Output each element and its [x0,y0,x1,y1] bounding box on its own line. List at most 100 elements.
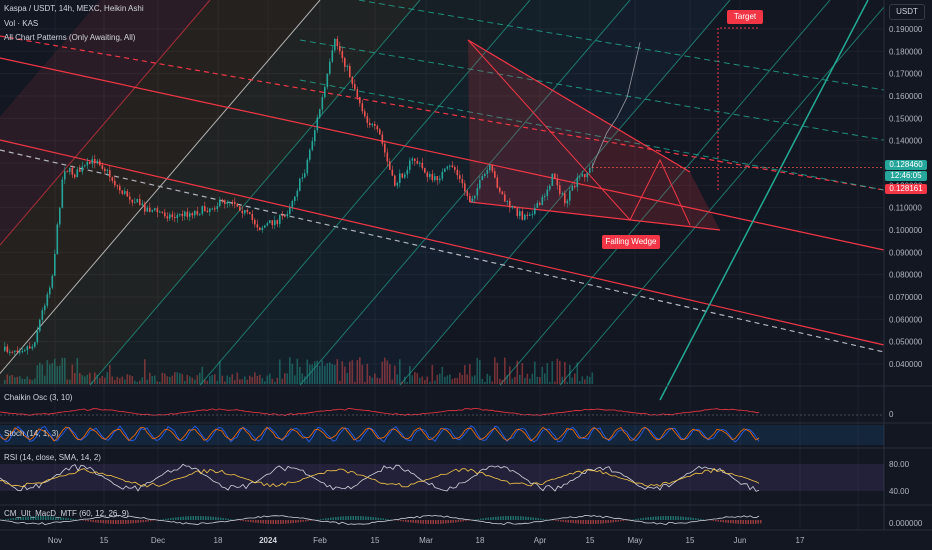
macd-histogram-bar [280,520,282,524]
candle-body [216,206,219,210]
macd-histogram-bar [585,520,587,524]
volume-bar [4,379,6,384]
macd-histogram-bar [490,517,492,520]
volume-bar [51,363,54,384]
currency-unit-button[interactable]: USDT [889,4,925,20]
volume-bar [86,374,89,384]
candle-body [31,346,34,349]
macd-histogram-bar [212,516,214,520]
macd-histogram-bar [467,520,469,521]
candle-body [526,214,529,216]
candle-body [341,51,344,59]
stoch-legend: Stoch (14, 1, 3) [4,429,59,438]
macd-histogram-bar [450,520,452,524]
fib-band [200,0,630,385]
volume-bar [261,378,264,384]
candle-body [524,214,526,220]
candle-body [364,111,366,117]
macd-histogram-bar [660,516,662,520]
macd-histogram-bar [567,520,569,523]
macd-histogram-bar [427,520,429,524]
macd-histogram-bar [507,516,509,520]
macd-histogram-bar [480,518,482,520]
macd-histogram-bar [47,516,49,520]
candle-body [34,342,36,347]
macd-histogram-bar [60,517,62,520]
volume-bar [499,378,501,384]
macd-histogram-bar [592,520,594,524]
macd-histogram-bar [247,520,249,522]
volume-bar [31,380,34,384]
volume-bar [89,372,91,384]
volume-bar [321,360,324,384]
candle-body [406,169,409,175]
fib-diagonal-line [199,0,531,386]
indicator-tick-label: 80.00 [889,460,910,469]
volume-bar [126,374,129,384]
candle-body [316,117,319,131]
macd-histogram-bar [127,520,129,524]
macd-histogram-bar [140,520,142,523]
macd-histogram-bar [70,518,72,520]
macd-histogram-bar [615,520,617,523]
candle-body [344,58,346,67]
volume-bar [281,378,284,384]
volume-bar [451,379,454,384]
macd-histogram-bar [305,520,307,522]
macd-histogram-bar [515,516,517,520]
macd-histogram-bar [682,516,684,520]
macd-histogram-bar [512,516,514,520]
candle-body [491,165,494,172]
macd-histogram-bar [385,518,387,520]
macd-histogram-bar [402,520,404,522]
macd-histogram-bar [72,519,74,520]
macd-histogram-bar [222,517,224,520]
macd-histogram-bar [270,520,272,524]
macd-histogram-bar [225,518,227,520]
macd-histogram-bar [192,516,194,520]
candle-body [41,310,44,320]
candle-body [426,172,429,177]
candle-body [359,97,361,104]
macd-histogram-bar [82,520,84,521]
macd-histogram-bar [527,516,529,520]
candle-body [319,109,321,118]
macd-histogram-bar [430,520,432,524]
macd-histogram-bar [502,516,504,520]
price-tick-label: 0.150000 [889,114,923,123]
candle-body [531,213,534,215]
volume-bar [331,363,334,384]
macd-histogram-bar [255,520,257,523]
candle-body [306,159,309,174]
countdown-tag: 12:46:05 [885,171,927,181]
macd-histogram-bar [562,520,564,522]
volume-bar [411,375,414,384]
volume-bar [369,375,371,384]
macd-histogram-bar [337,516,339,520]
time-tick-label: 15 [586,536,595,545]
macd-histogram-bar [437,520,439,524]
volume-bar [296,358,299,384]
stoch-band [0,425,884,445]
candle-body [366,116,369,123]
candle-body [404,174,406,178]
macd-histogram-bar [347,516,349,520]
volume-bar [464,365,466,384]
time-tick-label: Mar [419,536,433,545]
macd-histogram-bar [500,516,502,520]
volume-bar [491,381,494,384]
candle-body [89,161,91,164]
macd-histogram-bar [30,516,32,520]
volume-bar [266,375,269,384]
volume-bar [291,363,294,384]
macd-histogram-bar [252,520,254,523]
macd-histogram-bar [275,520,277,524]
macd-histogram-bar [487,517,489,520]
volume-bar [256,375,259,384]
macd-histogram-bar [410,520,412,523]
volume-bar [521,363,524,384]
volume-bar [584,379,586,384]
volume-bar [16,376,19,384]
volume-bar [316,360,319,384]
